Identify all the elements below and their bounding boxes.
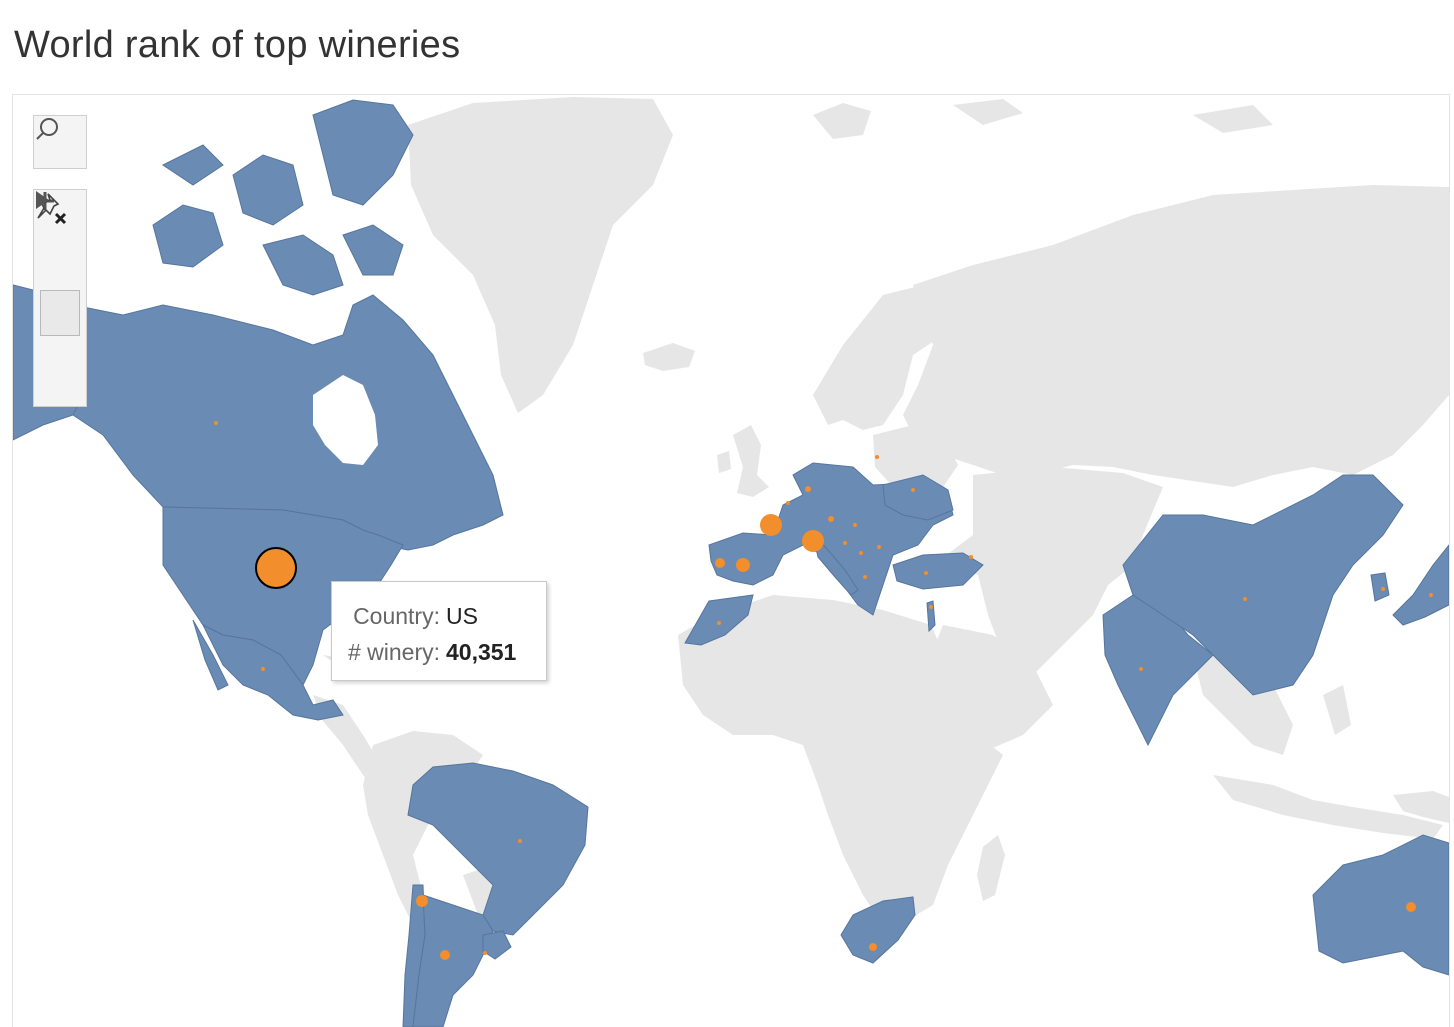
marker-hungary[interactable] [853,523,857,527]
marker-poland[interactable] [875,455,879,459]
marker-europe-small[interactable] [969,555,973,559]
marker-israel[interactable] [929,605,933,609]
land-russia [903,185,1449,487]
unpin-map-button[interactable] [37,193,80,336]
country-israel[interactable] [926,600,936,633]
land-uk [717,425,769,497]
map-tools [33,189,87,407]
map-search-button[interactable] [33,115,87,169]
country-australia[interactable] [1312,834,1449,976]
zoom-out-button[interactable] [34,199,86,290]
page-title: World rank of top wineries [14,24,461,66]
country-morocco[interactable] [684,594,754,646]
country-south-africa[interactable] [840,896,916,964]
country-tooltip: Country: US # winery: 40,351 [331,581,547,681]
country-uruguay[interactable] [482,930,512,960]
marker-japan[interactable] [1429,593,1433,597]
marker-turkey[interactable] [924,571,928,575]
land-greenland [408,97,673,413]
country-canada[interactable] [13,99,504,551]
world-map[interactable] [13,95,1449,1027]
marker-australia[interactable] [1406,902,1416,912]
country-brazil[interactable] [407,762,589,936]
map-view[interactable]: Country: US # winery: 40,351 [12,94,1450,1027]
marker-france[interactable] [760,514,782,536]
tooltip-country-row: Country: US [332,598,546,634]
marker-europe-small[interactable] [859,551,863,555]
tooltip-country-label: Country: [353,603,440,629]
marker-ukraine[interactable] [911,488,915,492]
hudson-bay [313,375,378,465]
land-madagascar [977,835,1005,901]
marker-italy[interactable] [802,530,824,552]
wine-countries-layer [13,99,1449,1027]
marker-austria[interactable] [828,516,834,522]
land-new-guinea [1393,791,1449,823]
marker-germany[interactable] [805,486,811,492]
country-mexico[interactable] [192,619,344,721]
marker-chile[interactable] [416,895,428,907]
marker-canada[interactable] [214,421,218,425]
land-scandinavia [813,285,953,430]
tooltip-country-value: US [446,603,478,629]
marker-portugal[interactable] [715,558,725,568]
country-argentina[interactable] [412,894,494,1027]
country-china[interactable] [1122,474,1404,696]
other-land-layer [313,97,1449,925]
marker-india[interactable] [1139,667,1143,671]
land-indonesia [1213,685,1443,839]
marker-europe-small[interactable] [877,545,881,549]
marker-spain[interactable] [736,558,750,572]
search-icon [36,118,58,140]
marker-china[interactable] [1243,597,1247,601]
country-south-korea[interactable] [1370,572,1390,602]
country-ukraine[interactable] [882,474,954,521]
country-japan[interactable] [1392,544,1449,626]
marker-morocco[interactable] [717,621,721,625]
land-arctic-islands [813,99,1273,139]
marker-south-korea[interactable] [1381,587,1385,591]
marker-us[interactable] [255,547,297,589]
marker-brazil[interactable] [518,839,522,843]
marker-europe-small[interactable] [786,501,790,505]
land-eastern-europe [873,425,958,493]
marker-europe-small[interactable] [843,541,847,545]
tooltip-winery-value: 40,351 [446,639,517,665]
tooltip-winery-row: # winery: 40,351 [332,634,546,670]
marker-mexico[interactable] [261,667,265,671]
marker-greece[interactable] [863,575,867,579]
marker-argentina[interactable] [440,950,450,960]
land-iceland [643,343,695,371]
country-italy-south[interactable] [812,533,859,596]
land-southeast-asia [1193,655,1293,755]
expand-toolbar-button[interactable] [34,191,86,398]
land-central-asia [933,467,1163,675]
marker-uruguay[interactable] [483,951,487,955]
triangle-right-icon [36,191,49,209]
tooltip-winery-label: # winery: [347,639,440,665]
markers-layer [214,421,1433,960]
marker-south-africa[interactable] [869,943,877,951]
country-turkey[interactable] [892,552,984,590]
land-africa [678,595,1003,925]
